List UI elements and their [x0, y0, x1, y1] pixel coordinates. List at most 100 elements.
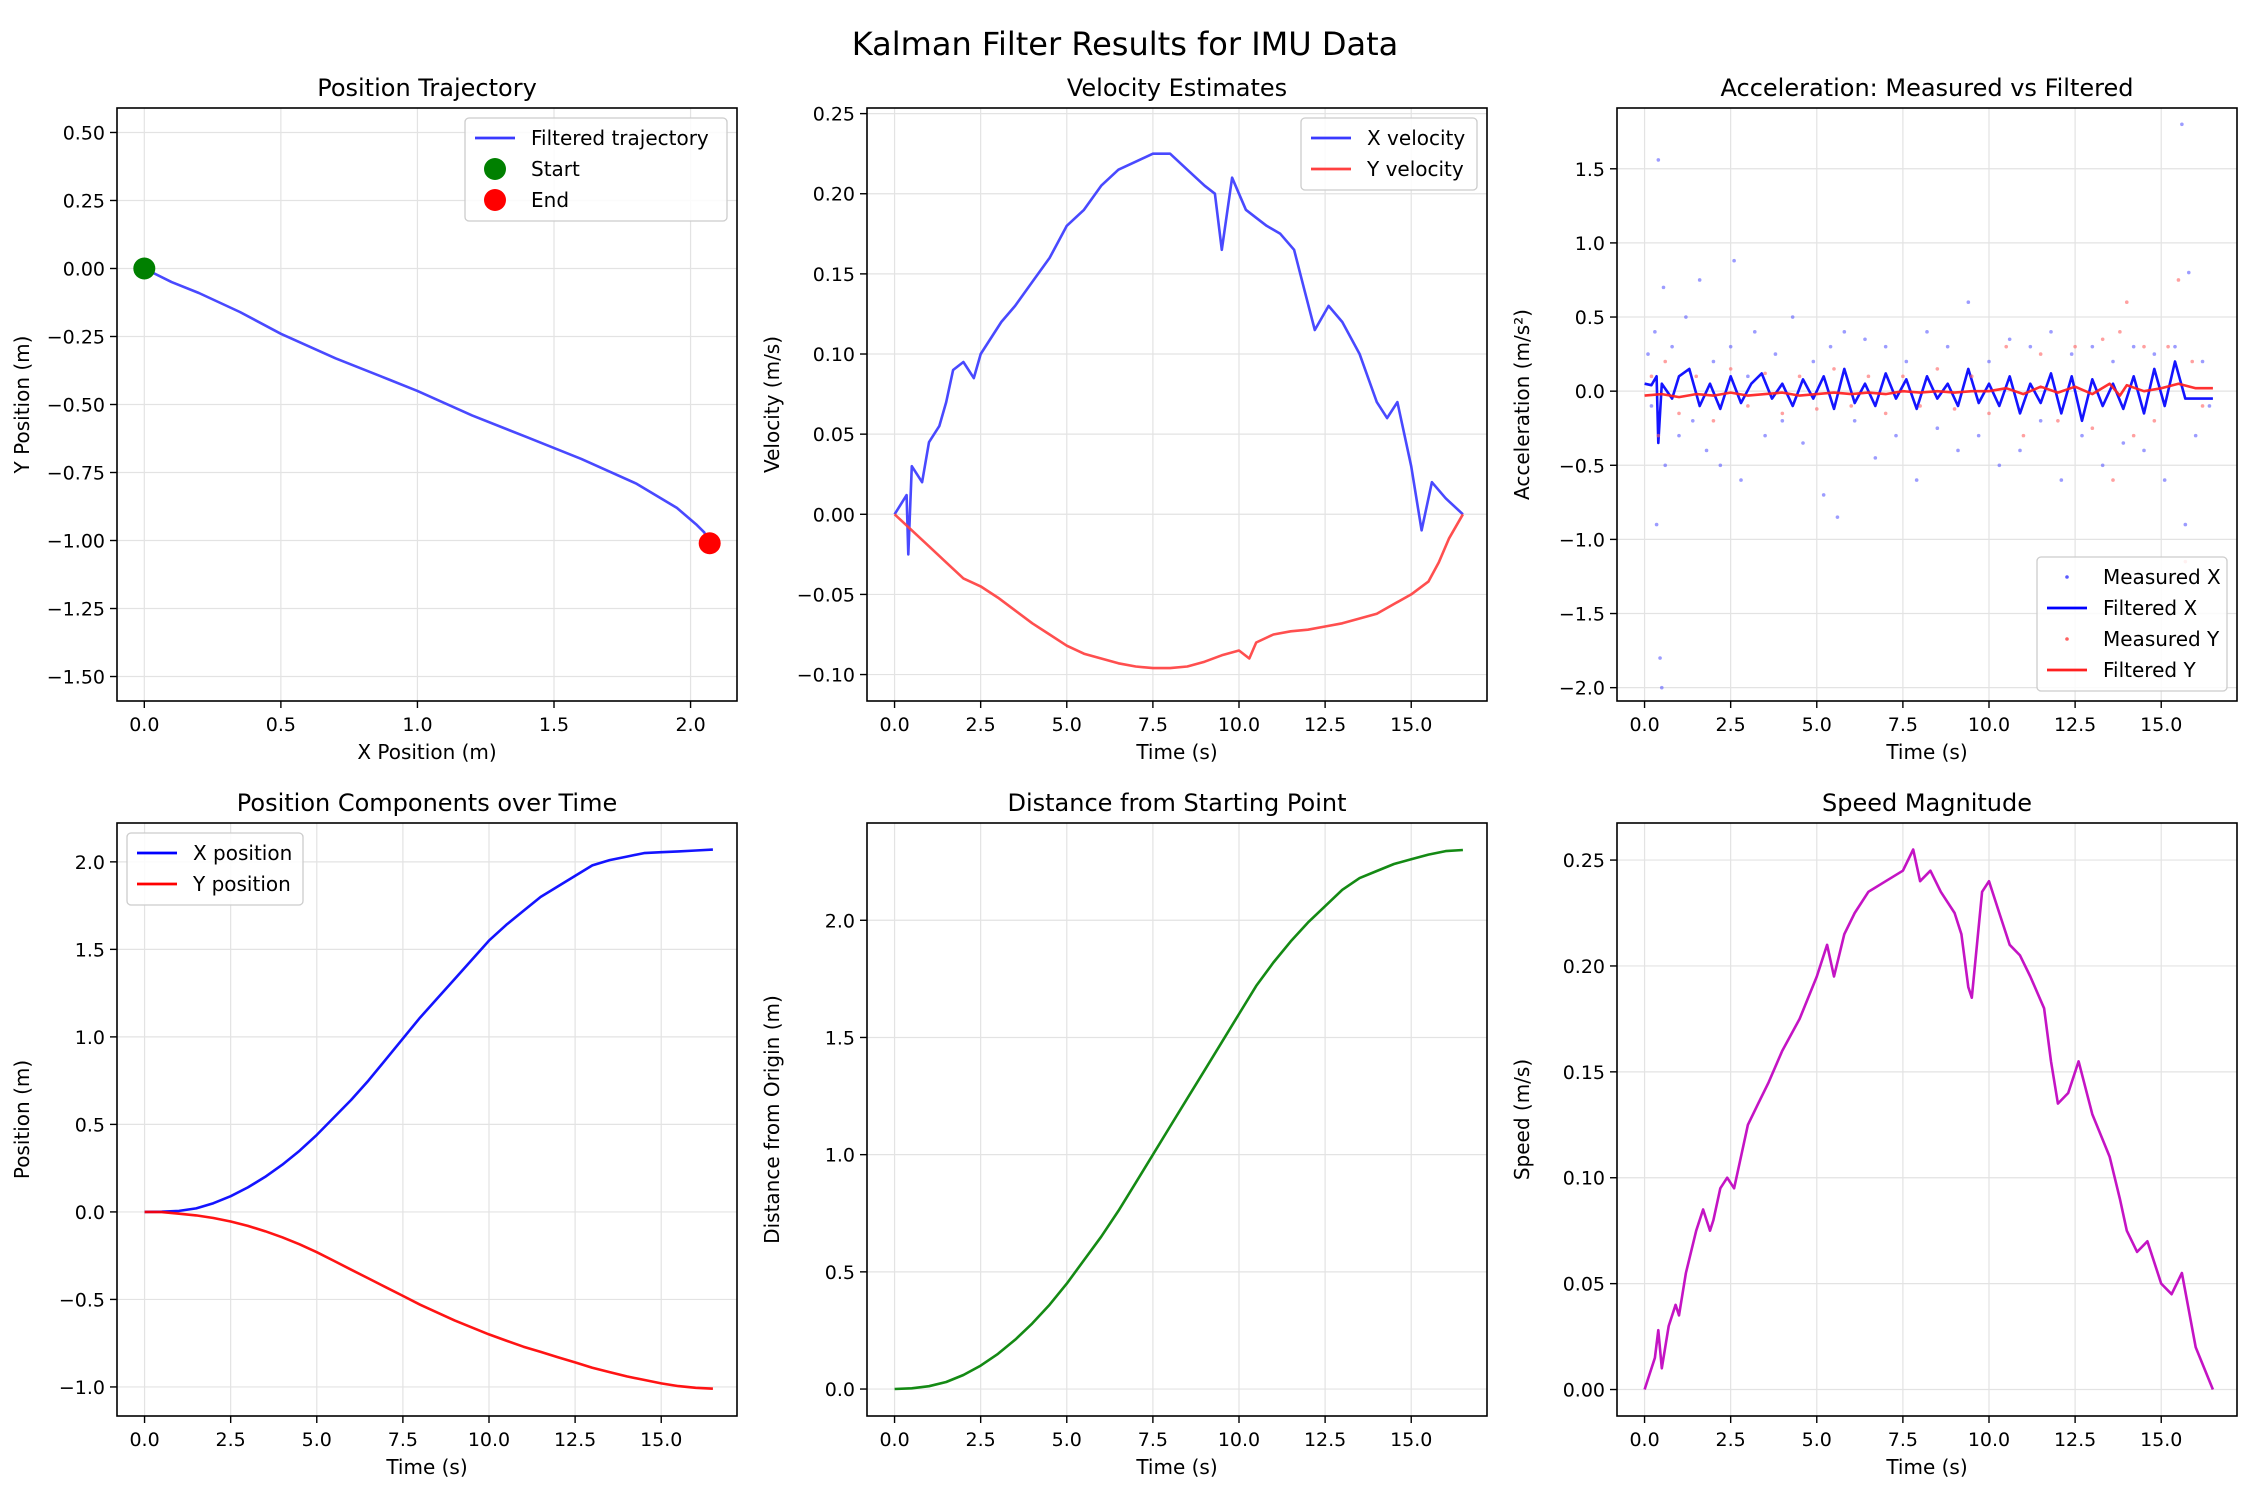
y-tick-label: 0.00	[1563, 1380, 1605, 1402]
measured-x-point	[1821, 493, 1826, 497]
measured-x-point	[1746, 374, 1750, 379]
x-tick-label: 2.5	[216, 1429, 246, 1451]
measured-x-point	[1728, 344, 1733, 349]
x-tick-label: 5.0	[1052, 714, 1082, 736]
y-tick-label: 0.5	[1575, 307, 1605, 329]
start-marker	[133, 257, 156, 280]
x-axis-label: Time (s)	[1885, 1455, 1967, 1479]
x-axis-label: Time (s)	[1885, 740, 1967, 764]
x-tick-label: 12.5	[1304, 1429, 1346, 1451]
y-tick-label: 1.0	[825, 1145, 855, 1167]
measured-x-point	[1773, 352, 1778, 356]
chart-title: Position Trajectory	[317, 74, 537, 102]
measured-x-point	[2018, 448, 2022, 453]
x-position-legend-label: X position	[193, 841, 292, 865]
x-tick-label: 15.0	[640, 1429, 682, 1451]
end-legend-label: End	[531, 188, 569, 212]
chart-title: Speed Magnitude	[1822, 789, 2032, 817]
x-tick-label: 2.5	[1716, 714, 1746, 736]
measured-x-point	[2142, 448, 2146, 453]
legend-box	[126, 832, 304, 906]
x-axis-label: X Position (m)	[357, 740, 496, 764]
x-tick-label: 10.0	[468, 1429, 510, 1451]
measured-y-point	[1849, 404, 1854, 408]
x-tick-label: 10.0	[1218, 714, 1260, 736]
measured-x-point	[1873, 456, 1878, 460]
y-tick-label: −0.25	[47, 326, 105, 348]
measured-y-point	[2131, 433, 2136, 438]
speed-series-line	[1643, 848, 2215, 1390]
measured-x-point	[1658, 656, 1662, 660]
x-tick-label: 2.0	[675, 714, 705, 736]
measured-y-point	[2004, 344, 2009, 349]
measured-y-point	[2166, 344, 2170, 349]
measured-y-point	[2124, 300, 2129, 305]
y-tick-label: −0.10	[797, 665, 855, 687]
measured-x-point	[2183, 522, 2188, 527]
measured-x-point	[1670, 344, 1674, 349]
measured-y-legend-label: Measured Y	[2103, 627, 2220, 651]
y-velocity-line	[893, 513, 1465, 670]
plot-area	[894, 848, 1463, 1391]
x-tick-label: 10.0	[1968, 1429, 2010, 1451]
x-velocity-line	[893, 152, 1464, 556]
figure-title: Kalman Filter Results for IMU Data	[852, 25, 1399, 63]
legend-box	[1300, 117, 1478, 191]
measured-x-point	[1976, 433, 1981, 438]
y-axis-label: Distance from Origin (m)	[760, 995, 784, 1244]
measured-y-point	[1969, 374, 1974, 379]
measured-x-point	[1997, 463, 2002, 468]
x-tick-label: 0.0	[1629, 1429, 1659, 1451]
measured-x-point	[2186, 270, 2191, 275]
measured-y-point	[2021, 433, 2026, 438]
measured-x-point	[1704, 448, 1709, 453]
measured-x-point	[1904, 359, 1909, 364]
measured-x-point	[1646, 352, 1650, 356]
y-tick-label: 0.20	[1563, 956, 1605, 978]
measured-x-point	[1718, 463, 1723, 468]
measured-x-point	[2173, 344, 2177, 349]
measured-x-point	[1852, 419, 1857, 423]
x-tick-label: 1.5	[539, 714, 569, 736]
chart-title: Velocity Estimates	[1067, 74, 1287, 102]
y-tick-label: 1.0	[75, 1027, 105, 1049]
measured-y-point	[1814, 407, 1819, 411]
x-tick-label: 0.5	[266, 714, 296, 736]
x-tick-label: 12.5	[1304, 714, 1346, 736]
x-axis-label: Time (s)	[1135, 740, 1217, 764]
x-tick-label: 15.0	[1390, 1429, 1432, 1451]
measured-x-point	[1835, 515, 1840, 519]
measured-x-point	[2080, 433, 2084, 438]
measured-x-point	[1656, 158, 1661, 162]
measured-x-point	[1697, 278, 1702, 282]
measured-x-point	[1763, 433, 1767, 438]
y-tick-label: 2.0	[825, 910, 855, 932]
measured-y-point	[1780, 411, 1785, 416]
measured-y-point	[2152, 419, 2157, 423]
x-velocity-legend-label: X velocity	[1367, 126, 1465, 150]
axes-frame	[866, 822, 1488, 1417]
x-tick-label: 0.0	[879, 714, 909, 736]
measured-x-point	[1732, 258, 1736, 263]
measured-x-point	[1654, 522, 1659, 527]
plot-area	[1644, 122, 2213, 690]
measured-x-point	[1711, 359, 1716, 364]
measured-x-point	[2028, 344, 2033, 349]
measured-y-point	[1987, 411, 1991, 416]
y-tick-label: 0.5	[75, 1114, 105, 1136]
measured-y-legend-swatch	[2065, 637, 2069, 641]
measured-y-point	[1663, 359, 1668, 364]
y-axis-label: Y Position (m)	[10, 336, 34, 475]
measured-y-point	[2111, 478, 2115, 482]
y-tick-label: 0.50	[63, 122, 105, 144]
plot-area	[893, 152, 1465, 670]
measured-x-point	[1811, 359, 1816, 364]
measured-x-point	[2007, 337, 2012, 342]
measured-y-point	[1711, 419, 1716, 423]
measured-y-point	[1763, 371, 1767, 376]
x-tick-label: 2.5	[966, 714, 996, 736]
measured-x-point	[2090, 344, 2095, 349]
x-tick-label: 1.0	[402, 714, 432, 736]
x-tick-label: 15.0	[1390, 714, 1432, 736]
